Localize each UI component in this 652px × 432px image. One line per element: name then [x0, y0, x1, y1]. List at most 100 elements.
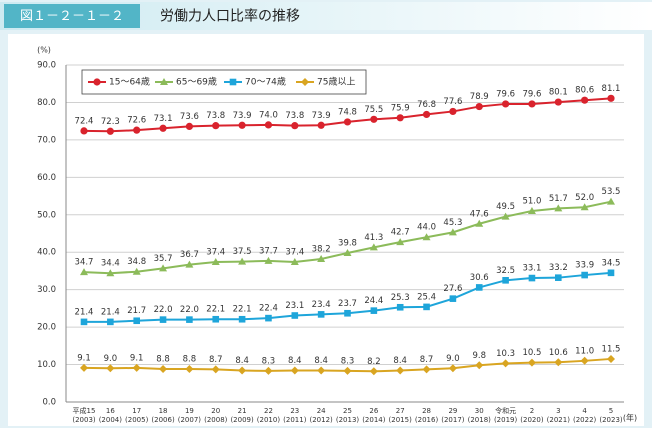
data-point: [501, 212, 510, 220]
x-tick-sublabel: (2013): [336, 416, 360, 424]
value-label: 8.7: [420, 355, 434, 365]
data-point: [238, 257, 247, 265]
y-tick-label: 40.0: [37, 248, 56, 258]
y-tick-label: 70.0: [37, 135, 56, 145]
value-label: 8.3: [341, 356, 355, 366]
value-label: 10.3: [496, 349, 515, 359]
legend-marker: [93, 78, 101, 86]
value-label: 8.4: [235, 356, 249, 366]
value-label: 76.8: [417, 100, 436, 110]
value-label: 80.1: [549, 88, 568, 98]
data-point: [317, 311, 325, 318]
data-point: [555, 274, 562, 281]
data-point: [370, 307, 378, 314]
data-point: [264, 256, 273, 264]
data-point: [212, 315, 220, 323]
data-point: [106, 364, 115, 373]
value-label: 47.6: [470, 209, 489, 219]
x-tick-label: 24: [317, 407, 326, 415]
value-label: 37.4: [285, 247, 304, 257]
data-point: [475, 284, 483, 291]
data-point: [133, 317, 140, 325]
data-point: [185, 122, 193, 131]
value-label: 45.3: [443, 218, 462, 228]
data-point: [290, 366, 299, 375]
plot-panel: [8, 34, 644, 426]
data-point: [317, 366, 326, 375]
x-tick-label: 18: [159, 407, 168, 415]
data-point: [528, 100, 536, 108]
value-label: 51.0: [522, 197, 541, 207]
value-label: 23.4: [312, 300, 331, 310]
value-label: 37.5: [233, 247, 252, 257]
y-unit: (%): [37, 46, 51, 55]
x-tick-sublabel: (2016): [415, 416, 439, 424]
x-tick-sublabel: (2003): [72, 416, 96, 424]
data-point: [265, 314, 272, 322]
x-tick-sublabel: (2011): [283, 416, 307, 424]
data-point: [80, 127, 88, 135]
y-tick-label: 80.0: [37, 98, 56, 108]
value-label: 33.2: [549, 263, 568, 273]
legend-label: 75歳以上: [317, 76, 355, 88]
value-label: 81.1: [602, 84, 621, 94]
value-label: 51.7: [549, 194, 568, 204]
data-point: [370, 115, 378, 123]
value-label: 9.1: [130, 353, 144, 363]
value-label: 24.4: [364, 296, 383, 306]
data-point: [343, 248, 352, 256]
value-label: 25.4: [417, 292, 436, 302]
x-tick-label: 23: [290, 407, 299, 415]
legend-label: 65～69歳: [176, 76, 217, 88]
x-tick-label: 令和元: [495, 406, 516, 415]
value-label: 79.6: [522, 89, 541, 99]
data-point: [106, 127, 114, 135]
x-tick-label: 20: [211, 407, 220, 415]
data-point: [607, 354, 615, 363]
data-point: [607, 197, 615, 205]
data-point: [396, 238, 405, 246]
data-point: [422, 233, 431, 241]
value-label: 35.7: [154, 254, 173, 264]
value-label: 73.9: [233, 111, 252, 121]
value-label: 8.4: [314, 356, 328, 366]
value-label: 53.5: [602, 187, 621, 197]
data-point: [106, 269, 115, 277]
data-point: [291, 122, 299, 130]
value-label: 74.0: [259, 110, 278, 120]
value-label: 9.1: [77, 353, 91, 363]
data-point: [186, 316, 193, 323]
figure-number: 図１－２－１－２: [20, 9, 124, 24]
value-label: 23.7: [338, 299, 357, 309]
data-point: [501, 359, 510, 368]
data-point: [264, 366, 273, 375]
data-point: [238, 315, 246, 323]
y-tick-label: 0.0: [42, 398, 56, 408]
x-tick-label: 30: [475, 407, 484, 415]
value-label: 72.6: [127, 116, 146, 126]
value-label: 22.0: [154, 305, 173, 315]
data-point: [422, 365, 431, 374]
x-tick-sublabel: (2012): [310, 416, 334, 424]
value-label: 33.9: [575, 261, 594, 271]
value-label: 22.0: [180, 305, 199, 315]
x-tick-label: 22: [264, 407, 273, 415]
data-point: [343, 118, 352, 126]
legend-label: 70～74歳: [245, 76, 286, 88]
x-tick-label: 19: [185, 407, 194, 415]
y-tick-label: 20.0: [37, 323, 56, 333]
x-tick-sublabel: (2010): [257, 416, 281, 424]
data-point: [475, 219, 484, 227]
value-label: 42.7: [391, 228, 410, 238]
data-point: [607, 94, 615, 102]
value-label: 27.6: [443, 284, 462, 294]
data-point: [554, 98, 562, 106]
value-label: 33.1: [522, 264, 541, 274]
data-point: [159, 316, 167, 323]
data-point: [448, 364, 457, 373]
data-point: [369, 243, 378, 251]
data-point: [238, 366, 247, 375]
data-point: [607, 269, 615, 277]
value-label: 34.8: [127, 257, 146, 267]
x-tick-sublabel: (2006): [151, 416, 175, 424]
